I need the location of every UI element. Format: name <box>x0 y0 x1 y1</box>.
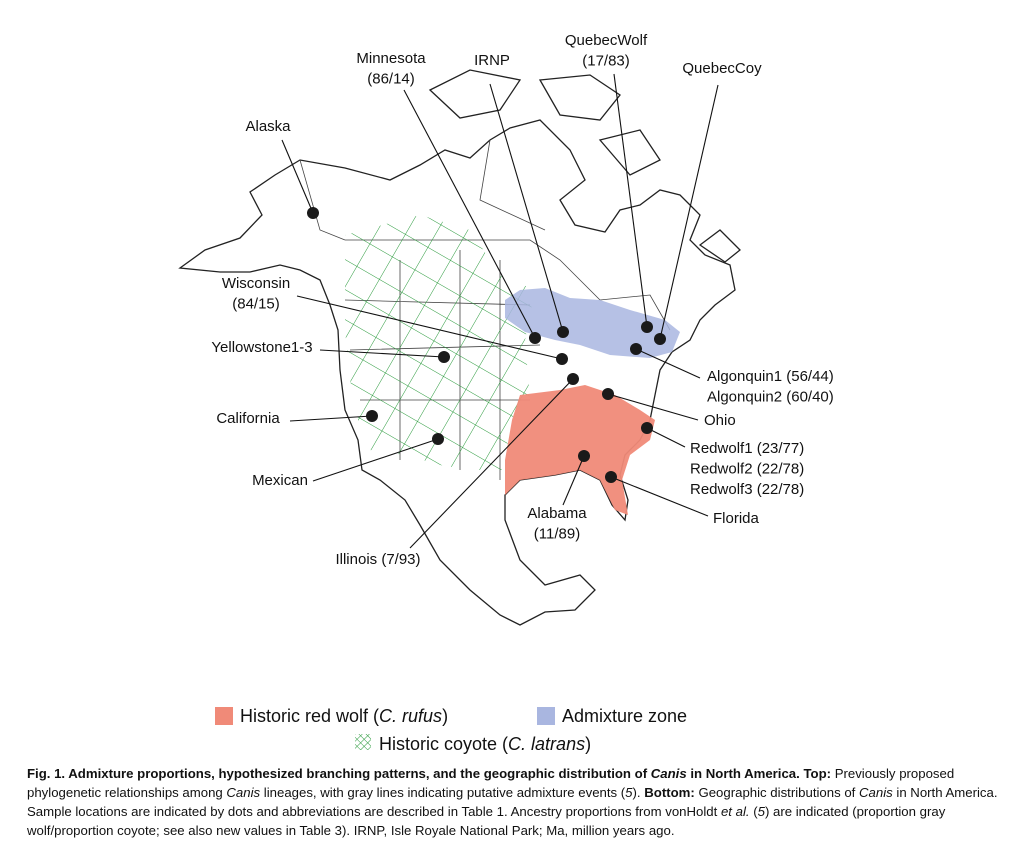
leader-line <box>607 393 699 421</box>
site-label: Mexican <box>252 472 308 489</box>
leader-line <box>613 73 648 328</box>
legend-text: C. latrans <box>508 734 585 754</box>
legend-text: C. rufus <box>379 706 442 726</box>
caption-text: Fig. 1. <box>27 766 66 781</box>
caption-text: in North America. <box>686 766 800 781</box>
admixture-zone <box>505 288 680 358</box>
legend-text: Admixture zone <box>562 706 687 726</box>
leader-line <box>409 378 574 549</box>
site-label: California <box>216 410 280 427</box>
site-dot <box>630 343 642 355</box>
map: Alaska Minnesota (86/14) IRNP QuebecWolf (17/… <box>178 32 834 754</box>
legend-text: ) <box>585 734 591 754</box>
sites: Alaska Minnesota (86/14) IRNP QuebecWolf (17/… <box>211 32 833 568</box>
caption: Fig. 1. Admixture proportions, hypothesi… <box>27 764 1002 840</box>
site-label: Illinois (7/93) <box>335 551 420 568</box>
caption-text: ). <box>632 785 645 800</box>
site-label: (84/15) <box>232 295 280 312</box>
caption-text: ) are indicated (proportion gray wolf/pr… <box>27 804 946 838</box>
leader-line <box>635 348 701 379</box>
coyote-range <box>345 215 535 470</box>
leader-line <box>296 295 563 360</box>
legend-swatch <box>355 734 371 750</box>
site-label: Redwolf2 (22/78) <box>690 460 804 477</box>
legend-text: Historic coyote ( <box>379 734 508 754</box>
site-label: Alaska <box>245 118 291 135</box>
caption-text: Bottom: <box>644 785 695 800</box>
site-dot <box>605 471 617 483</box>
site-dot <box>438 351 450 363</box>
site-label: Ohio <box>704 412 736 429</box>
leader-line <box>610 476 709 517</box>
site-dot <box>432 433 444 445</box>
leader-line <box>403 89 536 339</box>
caption-text: ( <box>749 804 758 819</box>
caption-text: 5 <box>625 785 633 800</box>
site-dot <box>641 321 653 333</box>
leader-line <box>312 438 439 482</box>
site-dot <box>529 332 541 344</box>
site-dot <box>557 326 569 338</box>
caption-text: et al. <box>720 804 750 819</box>
site-label: IRNP <box>474 52 510 69</box>
site-label: Redwolf1 (23/77) <box>690 440 804 457</box>
caption-text: 5 <box>757 804 765 819</box>
site-dot <box>556 353 568 365</box>
leader-line <box>562 455 585 506</box>
leader-line <box>319 349 445 358</box>
red-wolf-range <box>505 385 655 515</box>
leader-line <box>659 84 719 340</box>
caption-text: Admixture proportions, hypothesized bran… <box>65 766 651 781</box>
leader-line <box>289 415 373 422</box>
site-label: Alabama <box>527 505 587 522</box>
site-label: (11/89) <box>534 525 580 542</box>
site-label: Minnesota <box>356 50 426 67</box>
site-label: (86/14) <box>367 70 415 87</box>
legend-label: Admixture zone <box>562 706 687 726</box>
caption-text: Canis <box>226 785 261 800</box>
site-label: Yellowstone1-3 <box>211 339 312 356</box>
site-label: QuebecWolf <box>565 32 648 49</box>
caption-text: Previously proposed phylogenetic relatio… <box>27 766 955 800</box>
caption-text: Geographic distributions of <box>694 785 859 800</box>
site-label: Redwolf3 (22/78) <box>690 481 804 498</box>
site-dot <box>654 333 666 345</box>
caption-text: Top: <box>799 766 832 781</box>
legend-label: Historic red wolf (C. rufus) <box>240 706 448 726</box>
leader-line <box>646 427 686 448</box>
caption-text: Canis <box>859 785 893 800</box>
site-dot <box>641 422 653 434</box>
site-label: Algonquin1 (56/44) <box>707 368 834 385</box>
legend-swatch <box>215 707 233 725</box>
caption-text: in North America. Sample locations are i… <box>27 785 998 819</box>
site-label: Algonquin2 (60/40) <box>707 388 834 405</box>
site-dot <box>307 207 319 219</box>
site-dot <box>602 388 614 400</box>
site-label: Florida <box>713 510 760 527</box>
caption-text: lineages, with gray lines indicating put… <box>260 785 626 800</box>
legend-label: Historic coyote (C. latrans) <box>379 734 591 754</box>
site-dot <box>567 373 579 385</box>
caption-text: Canis <box>650 766 687 781</box>
legend-swatch <box>537 707 555 725</box>
site-dot <box>366 410 378 422</box>
site-label: Wisconsin <box>222 275 290 292</box>
leader-line <box>281 139 314 214</box>
site-dot <box>578 450 590 462</box>
site-label: (17/83) <box>582 52 630 69</box>
site-label: QuebecCoy <box>682 60 762 77</box>
legend-text: Historic red wolf ( <box>240 706 379 726</box>
legend-text: ) <box>442 706 448 726</box>
leader-line <box>489 83 564 333</box>
